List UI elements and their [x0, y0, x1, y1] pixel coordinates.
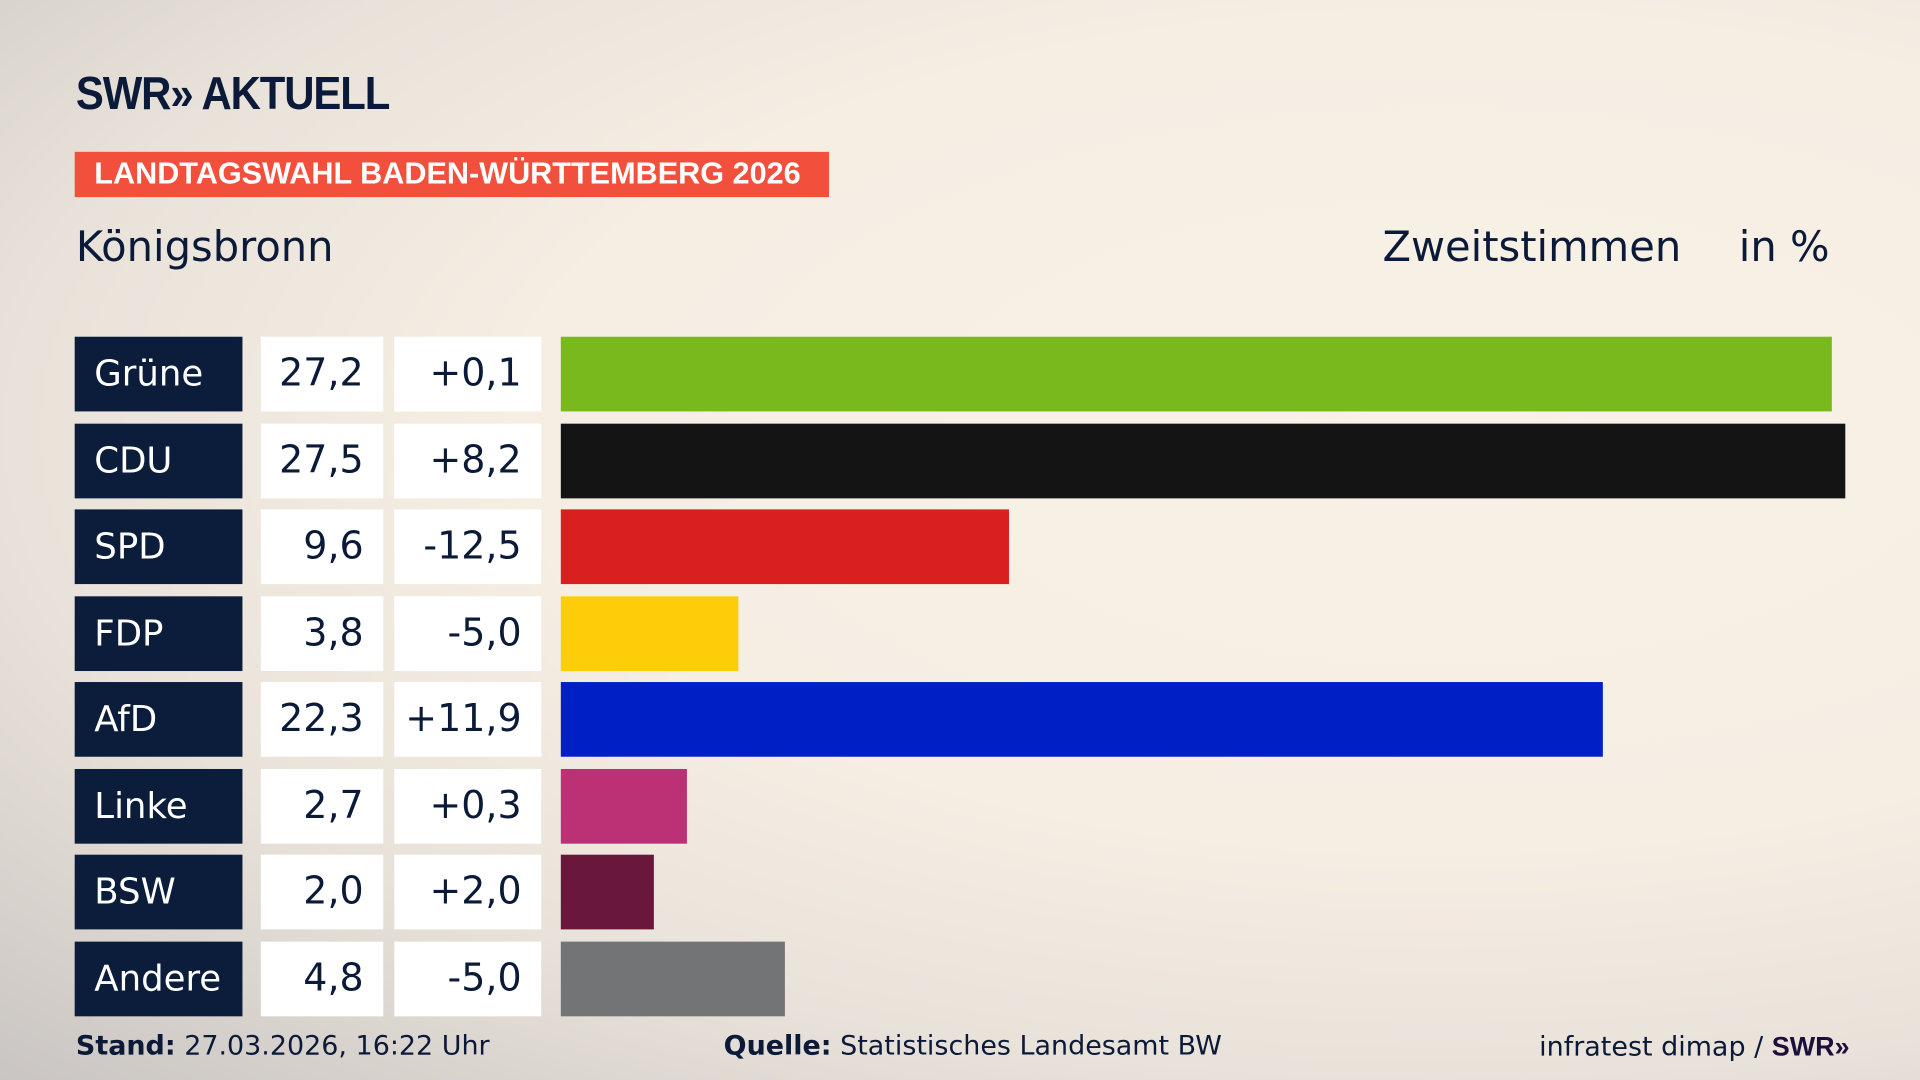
- value-label: 27,2: [260, 336, 384, 412]
- diff-label: +0,1: [394, 336, 542, 412]
- election-banner: LANDTAGSWAHL BADEN-WÜRTTEMBERG 2026: [74, 151, 829, 198]
- stand-label: Stand:: [75, 1031, 176, 1062]
- place-title: Königsbronn: [75, 222, 334, 272]
- swr-logo: SWR»: [1771, 1031, 1850, 1062]
- value-label: 22,3: [260, 682, 384, 757]
- bar: [560, 509, 1010, 585]
- party-label: CDU: [74, 423, 243, 498]
- source-value: Statistisches Landesamt BW: [840, 1031, 1222, 1062]
- value-label: 27,5: [260, 423, 384, 498]
- source-label: Quelle:: [723, 1031, 832, 1062]
- party-label: BSW: [74, 854, 243, 930]
- diff-label: +2,0: [394, 854, 542, 930]
- value-label: 4,8: [260, 941, 384, 1016]
- credit: infratest dimap / SWR»: [1539, 1031, 1849, 1063]
- party-label: Grüne: [74, 336, 243, 412]
- diff-label: -5,0: [394, 595, 542, 671]
- bar: [560, 682, 1603, 757]
- bar: [560, 595, 739, 671]
- party-label: FDP: [74, 595, 243, 671]
- timestamp: Stand: 27.03.2026, 16:22 Uhr: [76, 1031, 490, 1062]
- bar: [560, 768, 687, 844]
- bar: [560, 423, 1846, 498]
- value-label: 9,6: [260, 509, 384, 585]
- diff-label: +11,9: [394, 682, 542, 757]
- source: Quelle: Statistisches Landesamt BW: [724, 1031, 1222, 1062]
- diff-label: +0,3: [394, 768, 542, 844]
- party-label: AfD: [74, 682, 243, 757]
- swr-aktuell-logo: SWR» AKTUELL: [75, 68, 390, 121]
- diff-label: +8,2: [394, 423, 542, 498]
- credit-text: infratest dimap /: [1539, 1032, 1764, 1063]
- stand-value: 27.03.2026, 16:22 Uhr: [184, 1031, 490, 1062]
- value-label: 3,8: [260, 595, 384, 671]
- party-label: Linke: [74, 768, 243, 844]
- party-label: SPD: [74, 509, 243, 585]
- value-label: 2,0: [260, 854, 384, 930]
- diff-label: -12,5: [394, 509, 542, 585]
- bar: [560, 941, 786, 1016]
- bar: [560, 854, 655, 930]
- unit-label: in %: [1738, 222, 1830, 272]
- value-label: 2,7: [260, 768, 384, 844]
- bar: [560, 336, 1832, 412]
- party-label: Andere: [74, 941, 243, 1016]
- metric-label: Zweitstimmen: [1382, 222, 1682, 272]
- diff-label: -5,0: [394, 941, 542, 1016]
